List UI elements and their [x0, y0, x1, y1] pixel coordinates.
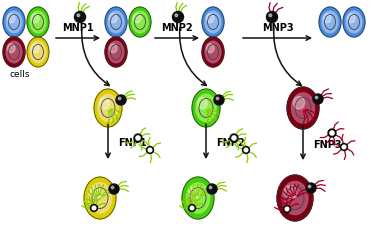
Circle shape — [209, 186, 212, 189]
Text: MNP1: MNP1 — [62, 23, 94, 33]
Ellipse shape — [198, 97, 207, 109]
Circle shape — [267, 11, 278, 23]
Ellipse shape — [343, 7, 365, 37]
Circle shape — [340, 144, 348, 150]
Circle shape — [308, 185, 311, 188]
Circle shape — [306, 183, 316, 193]
Ellipse shape — [205, 41, 221, 63]
Text: MNP2: MNP2 — [161, 23, 193, 33]
Ellipse shape — [347, 14, 355, 23]
Ellipse shape — [202, 37, 224, 67]
Text: FNP3: FNP3 — [313, 140, 342, 150]
Ellipse shape — [6, 11, 22, 33]
Circle shape — [269, 14, 272, 17]
Circle shape — [75, 11, 86, 23]
Ellipse shape — [186, 183, 210, 213]
Ellipse shape — [32, 14, 39, 23]
Circle shape — [147, 147, 153, 154]
Ellipse shape — [100, 97, 109, 109]
Circle shape — [285, 207, 289, 211]
Ellipse shape — [319, 7, 341, 37]
Circle shape — [230, 134, 238, 142]
Ellipse shape — [132, 11, 148, 33]
Ellipse shape — [134, 14, 141, 23]
Ellipse shape — [188, 186, 200, 199]
Circle shape — [134, 134, 142, 142]
Circle shape — [207, 184, 217, 194]
Ellipse shape — [205, 11, 221, 33]
Circle shape — [136, 136, 140, 140]
Ellipse shape — [90, 186, 102, 199]
Ellipse shape — [110, 44, 117, 53]
Ellipse shape — [277, 175, 313, 221]
Ellipse shape — [98, 94, 118, 122]
Ellipse shape — [30, 41, 46, 63]
Circle shape — [313, 94, 323, 104]
Text: FNP2: FNP2 — [216, 138, 244, 148]
Ellipse shape — [206, 44, 214, 53]
Ellipse shape — [206, 14, 214, 23]
Ellipse shape — [94, 89, 122, 127]
Ellipse shape — [322, 11, 338, 33]
Circle shape — [190, 206, 194, 210]
Ellipse shape — [182, 177, 214, 219]
Ellipse shape — [110, 14, 117, 23]
Circle shape — [216, 97, 219, 100]
Ellipse shape — [30, 11, 46, 33]
Ellipse shape — [105, 7, 127, 37]
Ellipse shape — [282, 182, 308, 215]
Text: FNP1: FNP1 — [118, 138, 147, 148]
Ellipse shape — [291, 93, 315, 123]
Circle shape — [244, 148, 248, 152]
Ellipse shape — [323, 14, 331, 23]
Ellipse shape — [32, 44, 39, 53]
Circle shape — [232, 136, 236, 140]
Circle shape — [330, 131, 334, 135]
Ellipse shape — [8, 14, 15, 23]
Ellipse shape — [293, 96, 304, 109]
Ellipse shape — [287, 87, 319, 129]
Ellipse shape — [108, 11, 124, 33]
Ellipse shape — [108, 41, 124, 63]
Circle shape — [111, 186, 114, 189]
Circle shape — [315, 96, 318, 99]
Ellipse shape — [3, 37, 25, 67]
Circle shape — [284, 206, 291, 212]
Circle shape — [328, 129, 336, 137]
Ellipse shape — [284, 185, 297, 199]
Ellipse shape — [27, 7, 49, 37]
Circle shape — [172, 11, 183, 23]
Circle shape — [175, 14, 178, 17]
Ellipse shape — [346, 11, 362, 33]
Circle shape — [92, 206, 96, 210]
Ellipse shape — [88, 183, 111, 213]
Ellipse shape — [129, 7, 151, 37]
Circle shape — [109, 184, 119, 194]
Circle shape — [118, 97, 121, 100]
Ellipse shape — [84, 177, 116, 219]
Circle shape — [214, 95, 224, 105]
Ellipse shape — [6, 41, 22, 63]
Ellipse shape — [8, 44, 15, 53]
Ellipse shape — [202, 7, 224, 37]
Circle shape — [77, 14, 80, 17]
Circle shape — [189, 205, 195, 211]
Ellipse shape — [105, 37, 127, 67]
Ellipse shape — [192, 89, 220, 127]
Circle shape — [342, 145, 346, 149]
Text: cells: cells — [10, 70, 30, 79]
Ellipse shape — [196, 94, 216, 122]
Ellipse shape — [3, 7, 25, 37]
Circle shape — [148, 148, 152, 152]
Ellipse shape — [27, 37, 49, 67]
Circle shape — [116, 95, 126, 105]
Circle shape — [90, 205, 98, 211]
Text: MNP3: MNP3 — [262, 23, 293, 33]
Circle shape — [243, 147, 249, 154]
